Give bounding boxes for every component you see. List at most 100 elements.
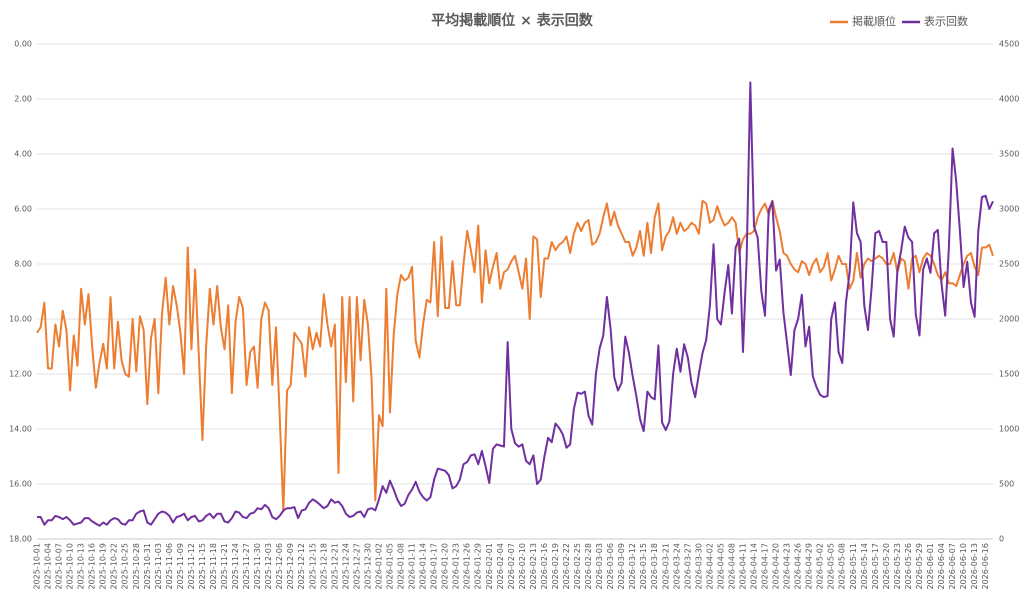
x-tick-label: 2026-04-23	[783, 543, 792, 590]
x-tick-label: 2026-05-29	[915, 543, 924, 590]
x-tick-label: 2025-12-03	[264, 543, 273, 590]
x-tick-label: 2026-03-27	[683, 543, 692, 590]
x-tick-label: 2026-05-11	[849, 543, 858, 590]
x-tick-label: 2025-12-09	[286, 543, 295, 590]
x-tick-label: 2025-12-15	[308, 543, 317, 590]
x-tick-label: 2026-02-22	[562, 543, 571, 590]
x-tick-label: 2025-10-01	[33, 543, 42, 590]
x-tick-label: 2025-11-30	[253, 543, 262, 590]
x-tick-label: 2025-12-18	[319, 543, 328, 590]
x-tick-label: 2025-10-31	[143, 543, 152, 590]
x-tick-label: 2026-01-11	[408, 543, 417, 590]
x-tick-label: 2025-10-22	[110, 543, 119, 590]
x-tick-label: 2025-11-18	[209, 543, 218, 590]
x-tick-label: 2026-04-05	[716, 543, 725, 590]
x-tick-label: 2026-03-18	[650, 543, 659, 590]
legend-label: 表示回数	[924, 14, 968, 28]
y-tick-label: 16.00	[9, 480, 32, 489]
x-tick-label: 2026-06-07	[948, 543, 957, 590]
x-tick-label: 2025-10-28	[132, 543, 141, 590]
x-tick-label: 2026-03-12	[628, 543, 637, 590]
y2-tick-label: 3500	[999, 150, 1019, 159]
y2-tick-label: 500	[999, 480, 1014, 489]
y-tick-label: 6.00	[14, 205, 32, 214]
x-tick-label: 2025-12-21	[330, 543, 339, 590]
x-tick-label: 2026-05-14	[860, 543, 869, 590]
x-tick-label: 2026-03-06	[606, 543, 615, 590]
x-tick-label: 2026-02-13	[529, 543, 538, 590]
x-tick-label: 2026-04-26	[794, 543, 803, 590]
x-tick-label: 2026-03-24	[672, 543, 681, 590]
x-tick-label: 2026-05-05	[827, 543, 836, 590]
x-tick-label: 2025-11-21	[220, 543, 229, 590]
x-tick-label: 2025-10-25	[121, 543, 130, 590]
x-tick-label: 2025-12-12	[297, 543, 306, 590]
x-tick-label: 2026-02-07	[507, 543, 516, 590]
x-tick-label: 2026-06-16	[981, 543, 990, 590]
x-tick-label: 2025-11-12	[187, 543, 196, 590]
x-tick-label: 2026-01-05	[385, 543, 394, 590]
x-tick-label: 2026-01-14	[419, 543, 428, 590]
x-tick-label: 2026-05-08	[838, 543, 847, 590]
x-tick-label: 2026-02-28	[584, 543, 593, 590]
x-tick-label: 2026-04-17	[761, 543, 770, 590]
y-tick-label: 10.00	[9, 315, 32, 324]
series-line	[37, 81, 994, 527]
x-tick-label: 2025-11-15	[198, 543, 207, 590]
y-tick-label: 2.00	[14, 95, 32, 104]
x-tick-label: 2026-03-03	[595, 543, 604, 590]
y-tick-label: 0.00	[14, 40, 32, 49]
y-tick-label: 12.00	[9, 370, 32, 379]
x-tick-label: 2025-12-06	[275, 543, 284, 590]
x-tick-label: 2026-01-26	[463, 543, 472, 590]
x-tick-label: 2026-03-09	[617, 543, 626, 590]
x-tick-label: 2026-02-01	[485, 543, 494, 590]
x-tick-label: 2025-10-07	[55, 543, 64, 590]
x-tick-label: 2026-01-02	[374, 543, 383, 590]
x-tick-label: 2026-05-26	[904, 543, 913, 590]
x-tick-label: 2026-01-20	[441, 543, 450, 590]
y2-tick-label: 4000	[999, 95, 1019, 104]
y-tick-label: 18.00	[9, 535, 32, 544]
x-tick-label: 2026-05-17	[871, 543, 880, 590]
y-tick-label: 4.00	[14, 150, 32, 159]
x-tick-label: 2026-01-08	[397, 543, 406, 590]
x-tick-label: 2025-11-06	[165, 543, 174, 590]
series-line	[36, 199, 994, 513]
x-tick-label: 2026-03-15	[639, 543, 648, 590]
x-tick-label: 2026-06-10	[959, 543, 968, 590]
x-tick-label: 2026-03-30	[694, 543, 703, 590]
x-tick-label: 2026-04-08	[727, 543, 736, 590]
x-tick-label: 2025-11-24	[231, 543, 240, 590]
x-tick-label: 2026-01-23	[452, 543, 461, 590]
x-tick-label: 2026-06-04	[937, 543, 946, 590]
x-tick-label: 2026-04-11	[738, 543, 747, 590]
x-tick-label: 2025-12-27	[352, 543, 361, 590]
x-tick-label: 2025-10-13	[77, 543, 86, 590]
x-tick-label: 2026-02-25	[573, 543, 582, 590]
y-tick-label: 14.00	[9, 425, 32, 434]
y2-tick-label: 2500	[999, 260, 1019, 269]
y2-tick-label: 4500	[999, 40, 1019, 49]
x-tick-label: 2026-06-01	[926, 543, 935, 590]
legend-label: 掲載順位	[852, 14, 896, 28]
x-tick-label: 2025-12-24	[341, 543, 350, 590]
x-tick-label: 2026-03-21	[661, 543, 670, 590]
x-tick-label: 2025-11-09	[176, 543, 185, 590]
x-tick-label: 2025-10-16	[88, 543, 97, 590]
x-tick-label: 2025-10-19	[99, 543, 108, 590]
x-tick-label: 2026-05-02	[816, 543, 825, 590]
x-tick-label: 2026-02-19	[551, 543, 560, 590]
x-tick-label: 2025-11-27	[242, 543, 251, 590]
y-tick-label: 8.00	[14, 260, 32, 269]
x-tick-label: 2026-02-10	[518, 543, 527, 590]
x-tick-label: 2026-05-23	[893, 543, 902, 590]
x-tick-label: 2026-05-20	[882, 543, 891, 590]
x-tick-label: 2025-10-04	[44, 543, 53, 590]
y2-tick-label: 0	[999, 535, 1004, 544]
chart-title: 平均掲載順位 × 表示回数	[431, 12, 593, 29]
x-tick-label: 2026-01-17	[430, 543, 439, 590]
x-tick-label: 2025-11-03	[154, 543, 163, 590]
x-tick-label: 2026-01-29	[474, 543, 483, 590]
